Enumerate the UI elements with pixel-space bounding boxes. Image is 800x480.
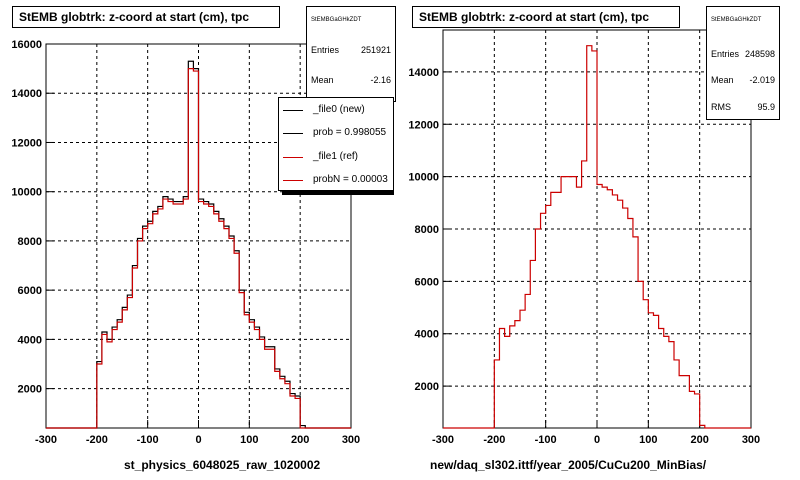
legend-line-prob: [283, 133, 303, 134]
left-stats-mean-key: Mean: [311, 75, 334, 85]
left-xtick-label-5: 200: [291, 434, 309, 446]
right-xtick-label-3: 0: [594, 434, 600, 446]
left-series-1-line: [46, 68, 351, 429]
right-stats-rms-value: 95.9: [757, 102, 775, 112]
legend-label-new: _file0 (new): [313, 104, 365, 115]
left-legend: _file0 (new) prob = 0.998055 _file1 (ref…: [278, 97, 394, 191]
left-ytick-label-1: 4000: [18, 334, 42, 346]
legend-shadow: [282, 191, 394, 195]
left-xtick-label-2: -100: [137, 434, 159, 446]
left-title-text: StEMB globtrk: z-coord at start (cm), tp…: [19, 10, 250, 24]
right-stats-entries-value: 248598: [744, 49, 775, 59]
left-histogram-chart: -300 -200 -100 0 100 200 300 2000 4000 6000 8000 10…: [11, 39, 360, 446]
right-xtick-label-0: -300: [432, 434, 454, 446]
right-title-text: StEMB globtrk: z-coord at start (cm), tp…: [419, 10, 650, 24]
left-chart-title: StEMB globtrk: z-coord at start (cm), tp…: [12, 6, 280, 28]
left-stats-entries-value: 251921: [360, 45, 391, 55]
right-stats-mean-key: Mean: [711, 75, 734, 85]
right-xtick-label-2: -100: [535, 434, 557, 446]
right-ytick-label-2: 6000: [415, 276, 439, 288]
left-xtick-label-4: 100: [240, 434, 258, 446]
right-histogram-chart: -300 -200 -100 0 100 200 300 2000 4000 6000 8000 10…: [408, 29, 760, 446]
left-ytick-label-2: 6000: [18, 285, 42, 297]
right-xtick-label-1: -200: [483, 434, 505, 446]
left-stats-mean-value: -2.16: [370, 75, 391, 85]
left-ytick-label-6: 14000: [11, 88, 42, 100]
right-ytick-label-5: 12000: [408, 119, 439, 131]
right-stats-box: StEMBGaGHkZDT Entries 248598 Mean -2.019…: [706, 6, 780, 120]
right-ytick-label-1: 4000: [415, 329, 439, 341]
legend-label-probn: probN = 0.00003: [313, 174, 388, 185]
right-stats-entries-key: Entries: [711, 49, 740, 59]
right-xtick-label-4: 100: [639, 434, 657, 446]
right-stats-rms-key: RMS: [711, 102, 731, 112]
right-ytick-label-4: 10000: [408, 172, 439, 184]
right-xtick-label-6: 300: [742, 434, 760, 446]
legend-line-probn: [283, 180, 303, 181]
left-stats-name: StEMBGaGHkZDT: [311, 17, 362, 23]
right-chart-title: StEMB globtrk: z-coord at start (cm), tp…: [412, 6, 680, 28]
legend-label-prob: prob = 0.998055: [313, 127, 387, 138]
right-x-axis-label: new/daq_sl302.ittf/year_2005/CuCu200_Min…: [430, 458, 707, 472]
left-xtick-label-0: -300: [35, 434, 57, 446]
left-xtick-label-6: 300: [342, 434, 360, 446]
left-ytick-label-7: 16000: [11, 39, 42, 51]
legend-line-ref: [283, 157, 303, 158]
left-xtick-label-1: -200: [86, 434, 108, 446]
legend-label-ref: _file1 (ref): [313, 151, 359, 162]
left-x-axis-label: st_physics_6048025_raw_1020002: [124, 458, 321, 472]
left-ytick-label-5: 12000: [11, 137, 42, 149]
left-stats-box: StEMBGaGHkZDT Entries 251921 Mean -2.16: [306, 6, 396, 102]
right-stats-name: StEMBGaGHkZDT: [711, 17, 762, 23]
left-stats-entries-key: Entries: [311, 45, 340, 55]
right-xtick-label-5: 200: [690, 434, 708, 446]
right-ytick-label-6: 14000: [408, 67, 439, 79]
right-series-0-line: [443, 45, 751, 429]
right-ytick-label-3: 8000: [415, 224, 439, 236]
left-ytick-label-0: 2000: [18, 384, 42, 396]
left-ytick-label-4: 10000: [11, 187, 42, 199]
legend-line-new: [283, 110, 303, 111]
right-stats-mean-value: -2.019: [749, 75, 775, 85]
left-ytick-label-3: 8000: [18, 236, 42, 248]
left-xtick-label-3: 0: [195, 434, 201, 446]
right-ytick-label-0: 2000: [415, 381, 439, 393]
